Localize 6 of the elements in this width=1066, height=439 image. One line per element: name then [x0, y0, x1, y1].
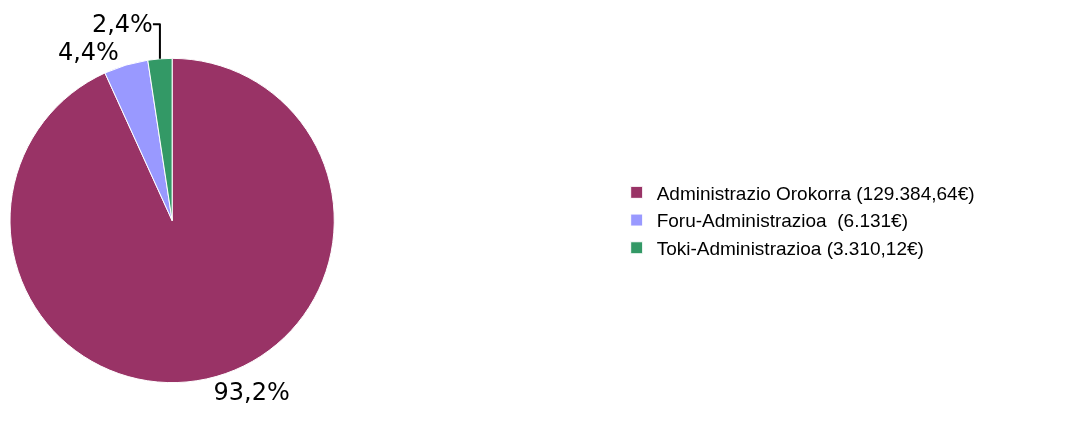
data-label: 93,2% — [213, 378, 290, 407]
legend-label: Foru-Administrazioa (6.131€) — [656, 210, 909, 232]
data-label: 2,4% — [91, 10, 153, 39]
legend-label: Administrazio Orokorra (129.384,64€) — [656, 182, 975, 204]
data-label: 4,4% — [57, 38, 119, 67]
legend-label: Toki-Administrazioa (3.310,12€) — [656, 238, 924, 260]
